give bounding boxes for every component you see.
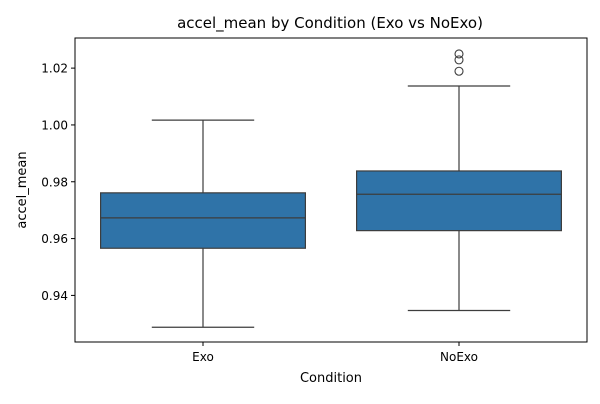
iqr-box bbox=[99, 192, 307, 249]
outlier-point bbox=[454, 66, 464, 76]
x-tick-label: Exo bbox=[192, 350, 214, 364]
outlier-point bbox=[454, 49, 464, 59]
x-tick-label: NoExo bbox=[440, 350, 478, 364]
y-tick-label: 0.94 bbox=[41, 289, 68, 303]
plot-area bbox=[99, 49, 563, 328]
y-tick-label: 0.98 bbox=[41, 175, 68, 189]
y-tick-label: 1.00 bbox=[41, 118, 68, 132]
y-tick-label: 0.96 bbox=[41, 232, 68, 246]
chart-title: accel_mean by Condition (Exo vs NoExo) bbox=[177, 14, 483, 33]
outlier-point bbox=[454, 55, 464, 65]
axes-frame bbox=[74, 37, 588, 343]
x-axis-label: Condition bbox=[300, 371, 362, 386]
x-axis: Exo NoExo bbox=[192, 342, 478, 364]
y-axis-label: accel_mean bbox=[15, 151, 30, 228]
iqr-box bbox=[356, 170, 563, 232]
y-tick-label: 1.02 bbox=[41, 62, 68, 76]
y-axis: 0.94 0.96 0.98 1.00 1.02 bbox=[41, 62, 75, 303]
box-group-noexo bbox=[356, 49, 563, 312]
box-group-exo bbox=[99, 119, 307, 328]
